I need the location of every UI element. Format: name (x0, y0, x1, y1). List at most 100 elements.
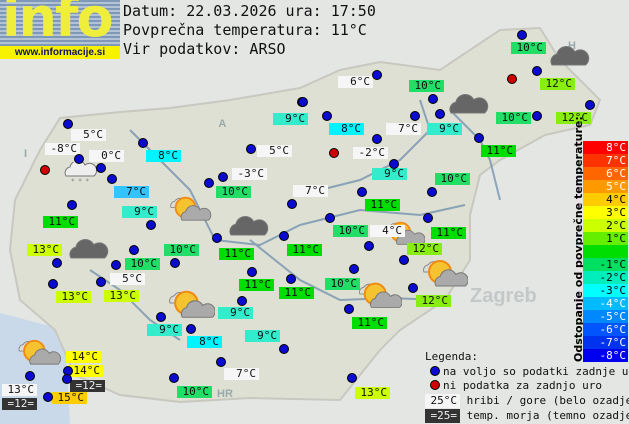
station-dot[interactable] (474, 133, 484, 143)
station-temperature-label[interactable]: 11°C (279, 287, 314, 299)
station-dot[interactable] (107, 174, 117, 184)
station-temperature-label[interactable]: 11°C (219, 248, 254, 260)
station-temperature-label[interactable]: 11°C (481, 145, 516, 157)
station-temperature-label[interactable]: 10°C (216, 186, 251, 198)
station-temperature-label[interactable]: 9°C (273, 113, 308, 125)
station-temperature-label[interactable]: 13°C (2, 384, 37, 396)
station-dot[interactable] (279, 231, 289, 241)
station-temperature-label[interactable]: 9°C (372, 168, 407, 180)
station-temperature-label[interactable]: -8°C (45, 143, 80, 155)
station-dot[interactable] (129, 245, 139, 255)
station-temperature-label[interactable]: 8°C (187, 336, 222, 348)
station-temperature-label[interactable]: 13°C (355, 387, 390, 399)
station-temperature-label[interactable]: 10°C (333, 225, 368, 237)
station-dot[interactable] (74, 154, 84, 164)
station-dot[interactable] (287, 199, 297, 209)
station-temperature-label[interactable]: 5°C (71, 129, 106, 141)
station-temperature-label[interactable]: 12°C (416, 295, 451, 307)
station-dot[interactable] (169, 373, 179, 383)
station-dot[interactable] (435, 109, 445, 119)
station-dot[interactable] (218, 172, 228, 182)
station-temperature-label[interactable]: 8°C (329, 123, 364, 135)
station-dot[interactable] (170, 258, 180, 268)
station-dot[interactable] (279, 344, 289, 354)
station-dot[interactable] (347, 373, 357, 383)
station-temperature-label[interactable]: 10°C (496, 112, 531, 124)
station-dot[interactable] (427, 187, 437, 197)
station-dot-missing[interactable] (329, 148, 339, 158)
station-dot[interactable] (146, 220, 156, 230)
station-dot[interactable] (246, 144, 256, 154)
station-dot[interactable] (344, 304, 354, 314)
station-temperature-label[interactable]: 11°C (239, 279, 274, 291)
station-temperature-label[interactable]: 11°C (431, 227, 466, 239)
station-temperature-label[interactable]: 7°C (386, 123, 421, 135)
station-dot[interactable] (364, 241, 374, 251)
station-dot[interactable] (111, 260, 121, 270)
station-temperature-label[interactable]: 7°C (114, 186, 149, 198)
station-dot[interactable] (96, 163, 106, 173)
station-temperature-label[interactable]: 7°C (293, 185, 328, 197)
station-temperature-label[interactable]: 9°C (218, 307, 253, 319)
station-temperature-label[interactable]: 12°C (556, 112, 591, 124)
station-temperature-label[interactable]: 10°C (164, 244, 199, 256)
station-temperature-label[interactable]: 0°C (89, 150, 124, 162)
station-temperature-label[interactable]: 4°C (370, 225, 405, 237)
station-dot[interactable] (138, 138, 148, 148)
station-temperature-label[interactable]: 10°C (125, 258, 160, 270)
station-temperature-label[interactable]: 5°C (257, 145, 292, 157)
station-dot[interactable] (322, 111, 332, 121)
station-temperature-label[interactable]: 8°C (146, 150, 181, 162)
station-temperature-label[interactable]: 10°C (409, 80, 444, 92)
station-dot[interactable] (48, 279, 58, 289)
station-dot[interactable] (325, 213, 335, 223)
station-dot[interactable] (156, 312, 166, 322)
station-temperature-label[interactable]: 13°C (104, 290, 139, 302)
station-temperature-label[interactable]: 9°C (122, 206, 157, 218)
station-dot[interactable] (517, 30, 527, 40)
station-temperature-label[interactable]: 10°C (511, 42, 546, 54)
station-dot[interactable] (372, 70, 382, 80)
station-temperature-label[interactable]: 12°C (540, 78, 575, 90)
station-temperature-label[interactable]: 13°C (56, 291, 91, 303)
station-temperature-label[interactable]: 7°C (224, 368, 259, 380)
station-dot[interactable] (67, 200, 77, 210)
station-dot[interactable] (389, 159, 399, 169)
station-dot[interactable] (349, 264, 359, 274)
station-dot[interactable] (96, 277, 106, 287)
station-dot[interactable] (410, 111, 420, 121)
station-temperature-label[interactable]: 11°C (43, 216, 78, 228)
station-temperature-label[interactable]: 11°C (287, 244, 322, 256)
station-dot[interactable] (43, 392, 53, 402)
station-dot[interactable] (372, 134, 382, 144)
site-url-link[interactable]: www.informacije.si (0, 46, 120, 59)
station-temperature-label[interactable]: 5°C (110, 273, 145, 285)
station-dot[interactable] (532, 66, 542, 76)
station-temperature-label[interactable]: 6°C (338, 76, 373, 88)
station-temperature-label[interactable]: 10°C (177, 386, 212, 398)
site-logo[interactable]: info (0, 0, 120, 46)
station-dot[interactable] (63, 119, 73, 129)
station-dot[interactable] (532, 111, 542, 121)
station-dot[interactable] (247, 267, 257, 277)
station-dot[interactable] (408, 283, 418, 293)
station-temperature-label[interactable]: 9°C (147, 324, 182, 336)
station-dot[interactable] (204, 178, 214, 188)
station-temperature-label[interactable]: 11°C (352, 317, 387, 329)
station-temperature-label[interactable]: 10°C (325, 278, 360, 290)
station-temperature-label[interactable]: 9°C (427, 123, 462, 135)
station-dot[interactable] (216, 357, 226, 367)
station-dot[interactable] (212, 233, 222, 243)
station-temperature-label[interactable]: 11°C (365, 199, 400, 211)
station-dot[interactable] (237, 296, 247, 306)
station-temperature-label[interactable]: 10°C (435, 173, 470, 185)
station-dot[interactable] (357, 187, 367, 197)
station-dot[interactable] (286, 274, 296, 284)
station-dot[interactable] (428, 94, 438, 104)
station-dot-missing[interactable] (40, 165, 50, 175)
station-dot[interactable] (62, 374, 72, 384)
station-dot[interactable] (52, 258, 62, 268)
station-dot[interactable] (25, 371, 35, 381)
station-dot[interactable] (298, 97, 308, 107)
station-temperature-label[interactable]: 12°C (407, 243, 442, 255)
